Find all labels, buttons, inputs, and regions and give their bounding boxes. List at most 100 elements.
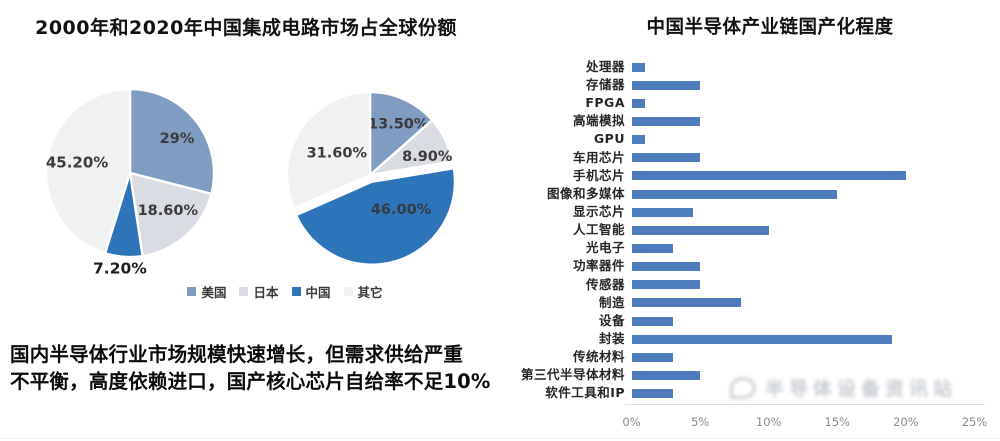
bar-图像和多媒体 [631, 189, 838, 199]
pie-data-label: 45.20% [46, 153, 108, 171]
bar-track [631, 116, 975, 126]
bar-track [631, 171, 975, 181]
bar-人工智能 [631, 225, 769, 235]
pie-data-label: 13.50% [368, 117, 429, 133]
bar-row: 封装 [500, 330, 1000, 348]
legend-swatch [291, 287, 301, 296]
bar-row: FPGA [500, 94, 1000, 112]
bar-row: 功率器件 [500, 258, 1000, 276]
bar-row: 设备 [500, 312, 1000, 330]
summary-note-line1: 国内半导体行业市场规模快速增长，但需求供给严重 [10, 343, 464, 366]
bar-track [631, 80, 975, 90]
legend-label: 其它 [357, 285, 383, 300]
bar-row: 存储器 [500, 76, 1000, 94]
bar-category-label: GPU [593, 131, 625, 147]
bar-category-label: 设备 [598, 312, 625, 328]
bar-row: 显示芯片 [500, 203, 1000, 221]
bar-category-label: 光电子 [585, 240, 625, 256]
x-tick-label: 15% [824, 415, 851, 429]
bar-软件工具和IP [631, 389, 673, 399]
bar-track [631, 153, 975, 163]
pie-data-label: 18.60% [138, 203, 199, 219]
pie-slice-其它 [285, 90, 372, 211]
bar-chart-title: 中国半导体产业链国产化程度 [646, 17, 894, 38]
bar-category-label: 人工智能 [572, 222, 625, 238]
bar-track [631, 389, 975, 399]
legend-swatch [239, 287, 249, 296]
legend-label: 日本 [253, 285, 279, 300]
pie-data-label: 31.60% [307, 146, 368, 162]
pie-chart-2020: 13.50% 8.90% 46.00% 31.60% [285, 90, 457, 266]
pie-slice-美国 [368, 90, 434, 178]
legend-item-日本: 日本 [239, 282, 279, 301]
bar-车用芯片 [631, 153, 701, 163]
bar-显示芯片 [631, 207, 694, 217]
bar-track [631, 225, 975, 235]
legend-item-美国: 美国 [187, 282, 226, 301]
pie-data-label: 29% [160, 131, 195, 147]
bar-track [631, 135, 975, 145]
bar-row: 软件工具和IP [500, 385, 1000, 403]
pie-data-label: 7.20% [93, 259, 147, 277]
bar-category-label: 第三代半导体材料 [520, 367, 625, 383]
pie-slice-其它 [44, 87, 132, 255]
bar-row: 高端模拟 [500, 112, 1000, 130]
bar-track [631, 262, 975, 272]
bar-category-label: 制造 [598, 294, 625, 310]
bar-存储器 [631, 80, 701, 90]
pie-slice-中国 [294, 166, 457, 266]
pie-slice-日本 [366, 118, 454, 177]
legend-swatch [343, 287, 353, 296]
bar-row: 人工智能 [500, 221, 1000, 239]
bar-设备 [631, 316, 673, 326]
pie-charts-title: 2000年和2020年中国集成电路市场占全球份额 [35, 17, 457, 39]
pie-legend: 美国 日本 中国 其它 [150, 282, 420, 301]
bar-第三代半导体材料 [631, 370, 701, 380]
bar-功率器件 [631, 262, 701, 272]
x-tick-label: 5% [690, 415, 710, 429]
legend-swatch [187, 287, 197, 296]
pie-slice-日本 [128, 171, 213, 258]
x-tick-label: 25% [961, 415, 988, 429]
bar-光电子 [631, 243, 673, 253]
bar-category-label: 图像和多媒体 [546, 185, 625, 201]
x-tick-label: 0% [622, 415, 641, 429]
bar-row: 光电子 [500, 239, 1000, 257]
bottom-divider [0, 438, 1000, 439]
bar-row: 图像和多媒体 [500, 185, 1000, 203]
bar-track [631, 189, 975, 199]
bar-track [631, 316, 975, 326]
bar-row: 手机芯片 [500, 167, 1000, 185]
pie-data-label: 8.90% [402, 149, 453, 165]
pie-data-label: 46.00% [371, 202, 432, 218]
bar-处理器 [631, 62, 646, 72]
bar-category-label: 处理器 [585, 58, 625, 74]
bar-制造 [631, 298, 742, 308]
bar-row: 车用芯片 [500, 149, 1000, 167]
bar-track [631, 207, 975, 217]
bar-手机芯片 [631, 171, 906, 181]
pie-slice-美国 [128, 87, 216, 196]
bar-category-label: FPGA [585, 95, 625, 111]
bar-row: 传感器 [500, 276, 1000, 294]
bar-track [631, 62, 975, 72]
summary-note: 国内半导体行业市场规模快速增长，但需求供给严重 不平衡，高度依赖进口，国产核心芯… [10, 341, 518, 395]
legend-label: 美国 [201, 285, 227, 300]
bar-category-label: 传统材料 [572, 349, 625, 365]
bar-category-label: 封装 [598, 330, 625, 346]
bar-category-label: 软件工具和IP [545, 385, 625, 401]
bar-GPU [631, 135, 646, 145]
watermark-logo-icon [730, 376, 756, 399]
bar-row: GPU [500, 131, 1000, 149]
legend-label: 中国 [305, 285, 331, 300]
bar-track [631, 243, 975, 253]
bar-track [631, 280, 975, 290]
legend-item-其它: 其它 [343, 282, 383, 301]
x-tick-label: 20% [893, 415, 919, 429]
bar-track [631, 98, 975, 108]
bar-row: 制造 [500, 294, 1000, 312]
pie-chart-2000: 29% 18.60% 7.20% 45.20% [44, 87, 216, 277]
bar-category-label: 存储器 [585, 76, 625, 92]
watermark-text: 半导体设备资讯站 [765, 378, 958, 400]
